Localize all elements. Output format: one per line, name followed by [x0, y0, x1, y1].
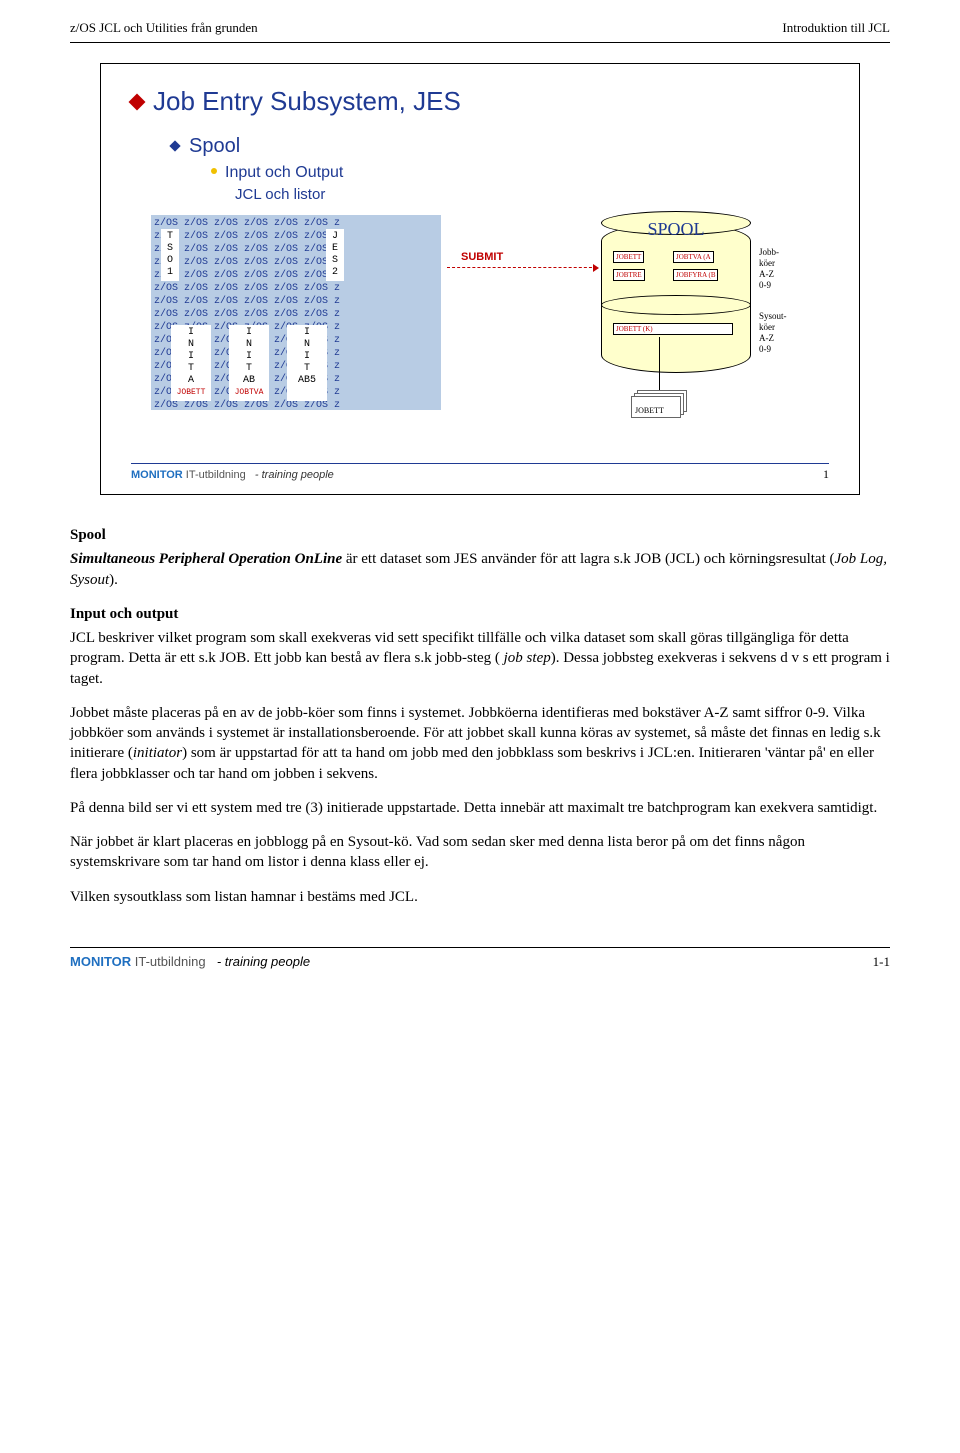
- slide-title: Job Entry Subsystem, JES: [131, 86, 829, 117]
- slide-footer: MONITOR IT-utbildning - training people …: [131, 467, 829, 482]
- footer-brand1: MONITOR: [70, 954, 131, 969]
- slide-sub1-text: Spool: [189, 135, 240, 157]
- spool-title: SPOOL: [601, 219, 751, 240]
- spool-jobtva: JOBTVA (A: [673, 251, 714, 263]
- init2-job: JOBTVA: [233, 387, 265, 399]
- slide-sub3: JCL och listor: [235, 186, 829, 203]
- brand-it: IT-utbildning: [183, 469, 246, 481]
- submit-label: SUBMIT: [461, 251, 503, 263]
- init-row: I N I T A JOBETT I N I T AB JOBTVA I N I…: [171, 325, 327, 401]
- p1-bold: Simultaneous Peripheral Operation OnLine: [70, 551, 342, 567]
- jes-box: J E S 2: [326, 229, 344, 281]
- brand-monitor: MONITOR: [131, 469, 183, 481]
- slide-sub2-text: Input och Output: [225, 164, 343, 181]
- spool-sysout-jobett: JOBETT (K): [613, 323, 733, 335]
- init-box-2: I N I T AB JOBTVA: [229, 325, 269, 401]
- para-1: Simultaneous Peripheral Operation OnLine…: [70, 549, 890, 590]
- slide-container: Job Entry Subsystem, JES Spool Input och…: [100, 63, 860, 495]
- init3-text: I N I T AB5: [291, 327, 323, 387]
- slide-footer-rule: [131, 463, 829, 464]
- spool-jobett: JOBETT: [613, 251, 644, 263]
- init2-text: I N I T AB: [233, 327, 265, 387]
- jobqueue-label: Jobb- köer A-Z 0-9: [759, 247, 779, 291]
- p3-i: initiator: [133, 745, 182, 761]
- sheet-front: JOBETT: [631, 396, 681, 418]
- spool-divider: [601, 295, 751, 315]
- slide-title-text: Job Entry Subsystem, JES: [153, 86, 461, 116]
- yellow-bullet-icon: [211, 168, 217, 174]
- page-footer: MONITOR IT-utbildning - training people …: [70, 948, 890, 980]
- section-io-head: Input och output: [70, 604, 890, 624]
- p1-end: ).: [109, 572, 118, 588]
- header-right: Introduktion till JCL: [782, 20, 890, 36]
- footer-tag: - training people: [217, 954, 310, 969]
- p1-mid: är ett dataset som JES använder för att …: [342, 551, 834, 567]
- init1-text: I N I T A: [175, 327, 207, 387]
- printer-label: JOBETT: [635, 406, 664, 415]
- red-diamond-icon: [129, 94, 146, 111]
- page-number: 1-1: [873, 954, 890, 970]
- spool-jobtre: JOBTRE: [613, 269, 645, 281]
- header-rule: [70, 42, 890, 43]
- output-line-icon: [659, 337, 660, 393]
- section-spool-head: Spool: [70, 525, 890, 545]
- blue-diamond-icon: [169, 140, 180, 151]
- slide-sub2: Input och Output: [211, 164, 829, 182]
- printer-stack: JOBETT: [631, 390, 687, 420]
- init-box-3: I N I T AB5: [287, 325, 327, 401]
- brand-tag: - training people: [255, 469, 334, 481]
- tso-box: T S O 1: [161, 229, 179, 281]
- slide-number: 1: [823, 467, 829, 482]
- para-2: JCL beskriver vilket program som skall e…: [70, 628, 890, 689]
- para-3: Jobbet måste placeras på en av de jobb-k…: [70, 703, 890, 784]
- p3-b: ) som är uppstartad för att ta hand om j…: [70, 745, 874, 781]
- para-6: Vilken sysoutklass som listan hamnar i b…: [70, 887, 890, 907]
- para-5: När jobbet är klart placeras en jobblogg…: [70, 832, 890, 873]
- slide-sub1: Spool: [171, 135, 829, 158]
- init-box-1: I N I T A JOBETT: [171, 325, 211, 401]
- diagram: z/OS z/OS z/OS z/OS z/OS z/OS z z/OS z/O…: [131, 215, 831, 455]
- para-4: På denna bild ser vi ett system med tre …: [70, 798, 890, 818]
- spool-jobfyra: JOBFYRA (B: [673, 269, 718, 281]
- footer-left: MONITOR IT-utbildning - training people: [70, 954, 310, 970]
- footer-brand2: IT-utbildning: [131, 954, 205, 969]
- sysoutqueue-label: Sysout- köer A-Z 0-9: [759, 311, 787, 355]
- submit-arrow-icon: [447, 267, 597, 268]
- init1-job: JOBETT: [175, 387, 207, 399]
- p2-i: job step: [500, 650, 551, 666]
- slide-footer-brand: MONITOR IT-utbildning - training people: [131, 469, 334, 481]
- spool-cylinder: SPOOL JOBETT JOBTVA (A JOBTRE JOBFYRA (B…: [601, 215, 751, 385]
- header-left: z/OS JCL och Utilities från grunden: [70, 20, 258, 36]
